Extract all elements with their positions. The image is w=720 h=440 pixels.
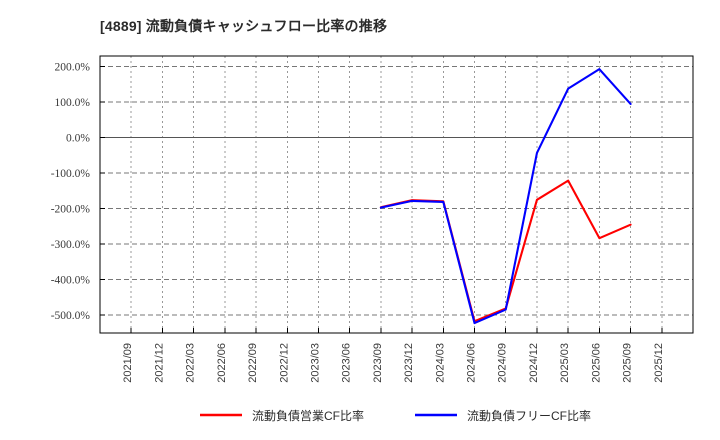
grid-lines xyxy=(100,56,693,333)
svg-text:2025/03: 2025/03 xyxy=(559,343,571,383)
x-axis-tick-labels: 2021/09 2021/12 2022/03 2022/06 2022/09 2022/… xyxy=(122,328,665,383)
svg-text:2023/12: 2023/12 xyxy=(403,343,415,383)
svg-text:2024/06: 2024/06 xyxy=(466,343,478,383)
svg-text:2022/03: 2022/03 xyxy=(185,343,197,383)
svg-text:-400.0%: -400.0% xyxy=(51,275,91,287)
svg-text:2025/12: 2025/12 xyxy=(653,343,665,383)
svg-text:2023/03: 2023/03 xyxy=(309,343,321,383)
series-line xyxy=(379,68,632,325)
svg-text:2022/06: 2022/06 xyxy=(216,343,228,383)
svg-text:2025/09: 2025/09 xyxy=(622,343,634,383)
svg-text:2024/09: 2024/09 xyxy=(497,343,509,383)
svg-text:-500.0%: -500.0% xyxy=(51,310,91,322)
svg-text:200.0%: 200.0% xyxy=(55,62,91,74)
svg-text:2023/06: 2023/06 xyxy=(341,343,353,383)
svg-text:-200.0%: -200.0% xyxy=(51,204,91,216)
svg-text:2024/12: 2024/12 xyxy=(528,343,540,383)
svg-text:2023/09: 2023/09 xyxy=(372,343,384,383)
svg-text:0.0%: 0.0% xyxy=(66,133,90,145)
y-axis-tick-labels: 200.0% 100.0% 0.0% -100.0% -200.0% -300.0% -40… xyxy=(51,62,105,322)
svg-text:-100.0%: -100.0% xyxy=(51,168,91,180)
plot-frame xyxy=(99,55,694,334)
svg-text:-300.0%: -300.0% xyxy=(51,239,91,251)
svg-text:2024/03: 2024/03 xyxy=(434,343,446,383)
data-series-layer xyxy=(379,68,632,325)
chart-title: [4889] 流動負債キャッシュフロー比率の推移 xyxy=(100,18,388,34)
svg-text:流動負債フリーCF比率: 流動負債フリーCF比率 xyxy=(467,408,591,423)
svg-text:流動負債営業CF比率: 流動負債営業CF比率 xyxy=(252,408,364,423)
svg-text:100.0%: 100.0% xyxy=(55,97,91,109)
svg-text:2021/12: 2021/12 xyxy=(153,343,165,383)
svg-text:2022/12: 2022/12 xyxy=(278,343,290,383)
chart-legend: 流動負債営業CF比率 流動負債フリーCF比率 xyxy=(200,408,591,423)
svg-text:2025/06: 2025/06 xyxy=(590,343,602,383)
svg-text:2021/09: 2021/09 xyxy=(122,343,134,383)
svg-text:2022/09: 2022/09 xyxy=(247,343,259,383)
